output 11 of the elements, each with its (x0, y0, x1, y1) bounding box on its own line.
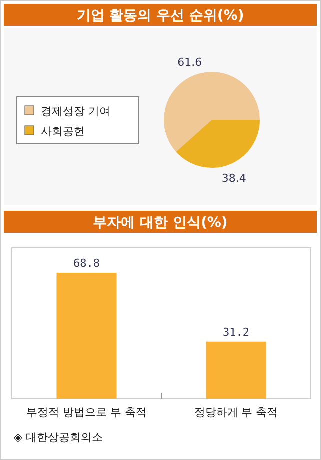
legend-label: 사회공헌 (41, 125, 85, 138)
text: ◈ 대한상공회의소 (14, 431, 103, 444)
legend-label: 경제성장 기여 (41, 105, 110, 118)
data-label: 61.6 (178, 56, 202, 70)
x-tick-label: 부정적 방법으로 부 축적 (26, 406, 147, 419)
data-label: 31.2 (223, 326, 250, 339)
data-label: 68.8 (74, 257, 100, 270)
chart-title: 기업 활동의 우선 순위(%) (76, 8, 244, 24)
chart-title: 부자에 대한 인식(%) (93, 215, 228, 231)
data-label: 38.4 (222, 172, 246, 185)
x-tick-label: 정당하게 부 축적 (194, 406, 278, 419)
